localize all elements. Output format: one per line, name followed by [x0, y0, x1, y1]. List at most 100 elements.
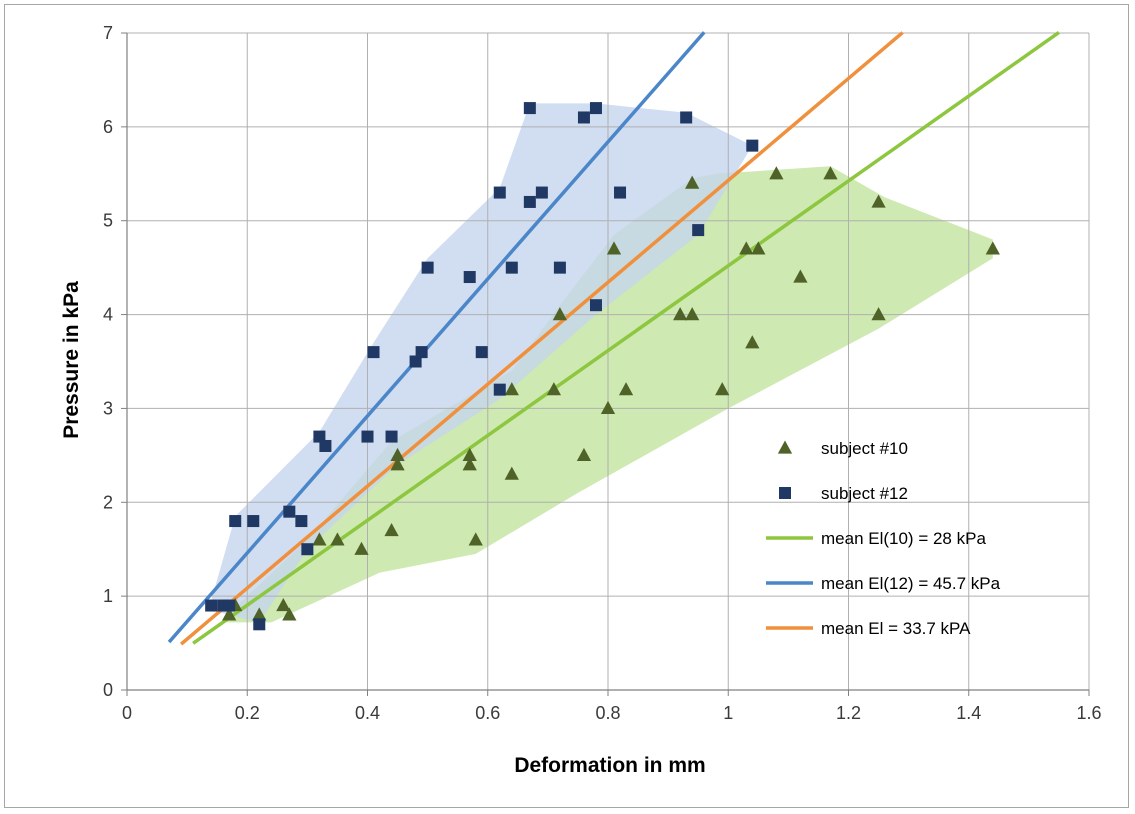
marker-subject-10 [618, 382, 634, 396]
marker-subject-12 [577, 111, 590, 124]
x-tick-label: 0.2 [235, 703, 260, 723]
marker-subject-12 [463, 271, 476, 284]
fit-line-mean [179, 31, 904, 646]
marker-subject-12 [493, 383, 506, 396]
y-tick-label: 1 [103, 586, 113, 606]
marker-subject-12 [493, 186, 506, 199]
fit-line-subject-12 [167, 31, 706, 644]
legend-triangle-icon [777, 440, 793, 454]
marker-subject-12 [295, 515, 308, 528]
marker-subject-10 [685, 307, 700, 321]
marker-subject-12 [385, 430, 398, 443]
marker-subject-12 [692, 224, 705, 237]
y-tick-label: 0 [103, 680, 113, 700]
marker-subject-10 [745, 335, 760, 349]
marker-subject-10 [390, 447, 405, 461]
legend-label: subject #12 [821, 484, 908, 503]
marker-subject-12 [253, 618, 266, 631]
legend: subject #10 subject #12 mean El(10) = 28 k… [766, 439, 1001, 638]
marker-subject-12 [313, 430, 326, 443]
marker-subject-10 [739, 241, 754, 255]
marker-subject-10 [504, 466, 519, 480]
legend-label: mean El = 33.7 kPA [821, 619, 971, 638]
marker-subject-12 [475, 346, 488, 359]
tick-labels: 0 0.2 0.4 0.6 0.8 1 1.2 1.4 1.6 0 1 2 3 4 5 6 7 [103, 23, 1102, 723]
marker-subject-10 [673, 307, 688, 321]
x-tick-label: 0.8 [595, 703, 620, 723]
marker-subject-10 [793, 269, 808, 283]
x-tick-label: 1.2 [836, 703, 861, 723]
legend-label: mean El(12) = 45.7 kPa [821, 574, 1001, 593]
marker-subject-10 [384, 522, 399, 537]
marker-subject-10 [330, 532, 345, 546]
x-tick-label: 1.6 [1076, 703, 1101, 723]
marker-subject-12 [589, 102, 602, 115]
band-subject-12 [211, 103, 753, 623]
y-tick-label: 7 [103, 23, 113, 43]
marker-subject-10 [823, 166, 838, 180]
x-axis-title: Deformation in mm [514, 754, 705, 777]
marker-subject-12 [283, 505, 296, 518]
legend-square-icon [779, 487, 791, 499]
marker-subject-12 [589, 299, 602, 312]
marker-subject-10 [390, 457, 405, 471]
marker-subject-10 [354, 541, 369, 555]
marker-subject-12 [223, 599, 236, 612]
marker-subject-12 [205, 599, 218, 612]
marker-subject-10 [600, 400, 616, 415]
marker-subject-12 [746, 139, 759, 152]
marker-subject-10 [871, 307, 886, 321]
x-tick-label: 1.4 [956, 703, 981, 723]
marker-subject-10 [576, 447, 592, 461]
x-tick-label: 0.4 [355, 703, 380, 723]
marker-subject-10 [715, 382, 730, 396]
marker-subject-10 [985, 241, 1000, 255]
x-tick-label: 0 [122, 703, 132, 723]
y-tick-label: 5 [103, 211, 113, 231]
marker-subject-12 [614, 186, 627, 199]
marker-subject-12 [229, 515, 242, 528]
marker-subject-10 [606, 241, 622, 255]
marker-subject-12 [535, 186, 548, 199]
marker-subject-12 [319, 439, 332, 452]
y-tick-label: 2 [103, 492, 113, 512]
x-tick-label: 0.6 [475, 703, 500, 723]
marker-subject-12 [505, 261, 518, 274]
marker-subject-10 [552, 307, 568, 321]
marker-subject-10 [462, 457, 477, 471]
marker-subject-12 [301, 543, 314, 556]
y-tick-label: 4 [103, 305, 113, 325]
marker-subject-10 [252, 607, 267, 621]
marker-subject-12 [523, 195, 536, 208]
gridlines [121, 32, 1090, 696]
marker-subject-12 [523, 102, 536, 115]
marker-subject-10 [276, 598, 291, 612]
marker-subject-10 [685, 175, 700, 189]
marker-subject-10 [222, 607, 237, 621]
marker-subject-12 [247, 515, 260, 528]
marker-subject-10 [769, 166, 784, 180]
marker-subject-10 [751, 241, 766, 255]
marker-subject-12 [421, 261, 434, 274]
legend-label: mean El(10) = 28 kPa [821, 529, 986, 548]
marker-subject-12 [415, 346, 428, 359]
marker-subject-12 [367, 346, 380, 359]
x-tick-label: 1 [723, 703, 733, 723]
y-tick-label: 3 [103, 398, 113, 418]
marker-subject-10 [504, 382, 519, 396]
marker-subject-10 [871, 194, 886, 208]
marker-subject-12 [680, 111, 693, 124]
marker-subject-12 [361, 430, 374, 443]
y-axis-title: Pressure in kPa [60, 281, 83, 439]
marker-subject-12 [553, 261, 566, 274]
legend-label: subject #10 [821, 439, 908, 458]
marker-subject-10 [546, 382, 562, 396]
data-points [205, 102, 1000, 631]
marker-subject-10 [462, 447, 477, 461]
marker-subject-10 [312, 532, 327, 546]
marker-subject-10 [282, 607, 297, 621]
marker-subject-12 [409, 355, 422, 368]
marker-subject-10 [468, 532, 483, 546]
y-tick-label: 6 [103, 117, 113, 137]
